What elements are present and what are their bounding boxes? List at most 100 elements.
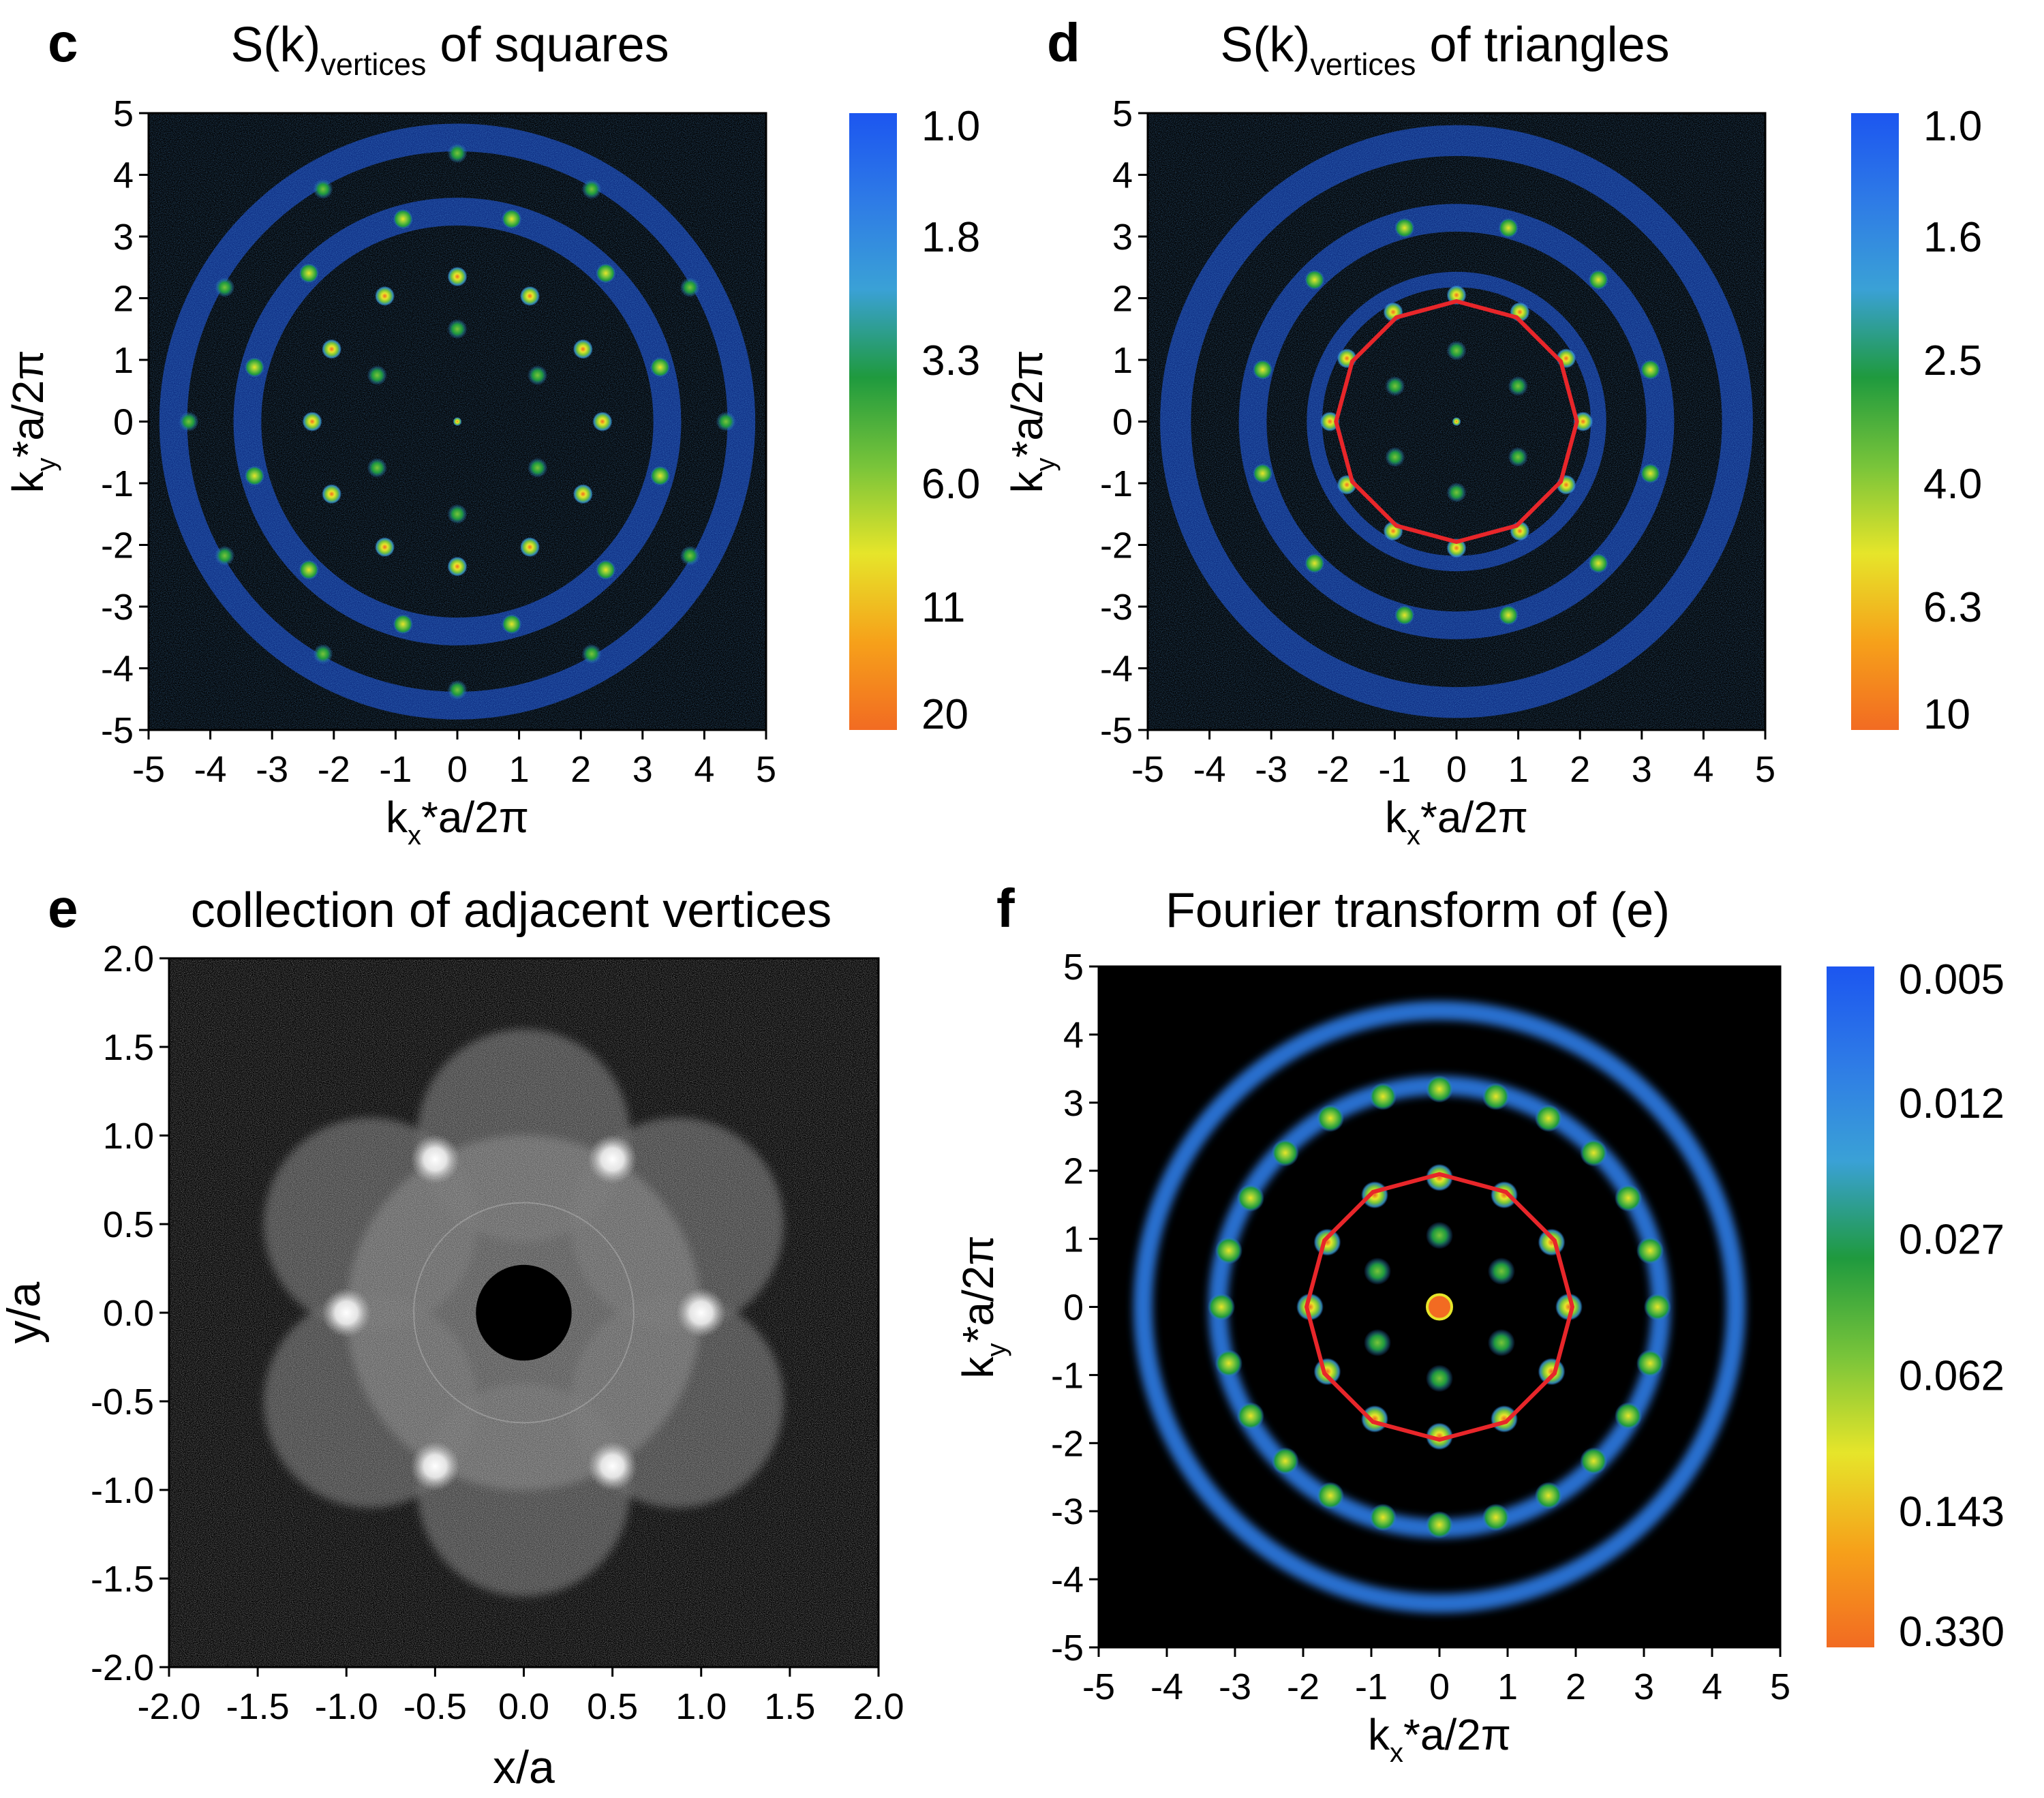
bragg-peak (367, 457, 387, 478)
bragg-peak (447, 143, 468, 164)
x-tick-label: -5 (1131, 749, 1164, 790)
bragg-peak (1588, 270, 1608, 290)
y-tick-label: 1 (1063, 1219, 1084, 1260)
x-tick-label: 4 (1702, 1666, 1722, 1707)
y-tick-label: -5 (1051, 1628, 1084, 1669)
bragg-peak (1253, 359, 1273, 380)
bragg-peak (1385, 376, 1405, 396)
y-tick-label: -3 (1051, 1491, 1084, 1532)
bragg-peak (1271, 1447, 1299, 1475)
bragg-peak (447, 319, 468, 339)
plot-frame (1097, 965, 1782, 1649)
x-tick-label: -1 (1378, 749, 1411, 790)
y-tick-label: 2.0 (103, 939, 154, 979)
bragg-peak (447, 266, 468, 287)
y-tick-label: 1.0 (103, 1116, 154, 1157)
y-tick-label: 5 (1063, 947, 1084, 988)
y-tick-label: 4 (1112, 155, 1133, 196)
bragg-peak (1636, 1350, 1664, 1377)
x-tick-label: 0 (1446, 749, 1467, 790)
y-tick-label: 3 (1112, 217, 1133, 258)
bragg-peak (502, 209, 522, 229)
bragg-peak (1369, 1504, 1397, 1532)
bragg-peak (1313, 1358, 1341, 1386)
bragg-peak (528, 457, 548, 478)
y-tick-label: -4 (1100, 649, 1133, 690)
intensity-band (1133, 1001, 1745, 1613)
y-tick-label: 2 (1063, 1151, 1084, 1192)
bragg-peak (1487, 1258, 1515, 1285)
y-tick-label: 2 (113, 279, 134, 320)
bragg-peak (302, 412, 322, 431)
x-tick-label: 5 (756, 749, 776, 790)
plot-frame (1146, 112, 1767, 731)
x-tick-label: 3 (1632, 749, 1652, 790)
x-tick-label: -1 (379, 749, 412, 790)
y-tick-label: 1.5 (103, 1027, 154, 1068)
bragg-peak (1640, 359, 1660, 380)
x-axis-title: kx*a/2π (1368, 1710, 1511, 1768)
x-tick-label: -4 (194, 749, 227, 790)
bragg-peak (1508, 376, 1528, 396)
colorbar-tick-label: 0.012 (1899, 1080, 2004, 1127)
bragg-peak (1487, 1328, 1515, 1356)
x-tick-label: 0.0 (498, 1686, 549, 1727)
y-axis-title: ky*a/2π (954, 1235, 1011, 1378)
bragg-peak (1615, 1402, 1643, 1430)
bragg-peak (581, 643, 602, 664)
panel-letter-d: d (1047, 12, 1080, 73)
y-tick-label: 1 (1112, 340, 1133, 381)
bragg-peak (1491, 1405, 1518, 1433)
bragg-peak (1313, 1228, 1341, 1256)
x-tick-label: 1.0 (675, 1686, 727, 1727)
bragg-peak (650, 357, 671, 378)
bragg-peak (1317, 1104, 1344, 1132)
y-tick-label: -4 (1051, 1559, 1084, 1600)
bragg-peak (1498, 605, 1519, 626)
bragg-peak (680, 277, 700, 298)
x-axis-title: kx*a/2π (1385, 793, 1528, 851)
panel-title-c: S(k)vertices of squares (230, 18, 669, 82)
bragg-peak (1535, 1104, 1562, 1132)
bragg-peak (1573, 412, 1593, 431)
center-peak (1426, 1293, 1453, 1321)
colorbar-tick-label: 6.0 (921, 461, 980, 508)
y-tick-label: -2 (1051, 1423, 1084, 1464)
bragg-peak (1426, 1163, 1453, 1191)
y-axis-title: ky*a/2π (3, 350, 61, 493)
bragg-peak (1508, 447, 1528, 468)
colorbar-tick-label: 3.3 (921, 337, 980, 384)
x-tick-label: 4 (1693, 749, 1713, 790)
y-tick-label: 5 (1112, 93, 1133, 134)
bragg-peak (1364, 1258, 1392, 1285)
x-tick-label: -5 (1082, 1666, 1115, 1707)
bragg-peak (1394, 605, 1415, 626)
bragg-peak (1640, 463, 1660, 484)
bragg-peak (596, 263, 616, 284)
bragg-peak (1361, 1405, 1388, 1433)
bragg-peak (1361, 1181, 1388, 1209)
y-tick-label: -5 (101, 710, 134, 751)
plot-frame (147, 112, 767, 731)
x-tick-label: -3 (1219, 1666, 1251, 1707)
colorbar-tick-label: 0.062 (1899, 1352, 2004, 1399)
panel-letter-f: f (996, 878, 1015, 939)
x-tick-label: -1.5 (226, 1686, 290, 1727)
bright-spot (588, 1441, 638, 1491)
x-tick-label: -2 (1287, 1666, 1320, 1707)
y-axis-title: y/a (0, 1281, 50, 1343)
x-tick-label: 0 (447, 749, 468, 790)
bragg-peak (1535, 1482, 1562, 1510)
colorbar-tick-label: 1.0 (921, 103, 980, 150)
bragg-peak (244, 466, 264, 486)
y-tick-label: -2.0 (91, 1647, 154, 1688)
x-tick-label: 5 (1770, 1666, 1790, 1707)
panel-letter-c: c (48, 12, 78, 73)
y-tick-label: -2 (101, 525, 134, 566)
bragg-peak (1320, 412, 1340, 431)
y-tick-label: -3 (101, 587, 134, 628)
x-tick-label: -4 (1193, 749, 1226, 790)
colorbar-tick-label: 4.0 (1923, 461, 1982, 508)
x-tick-label: 1 (1508, 749, 1529, 790)
